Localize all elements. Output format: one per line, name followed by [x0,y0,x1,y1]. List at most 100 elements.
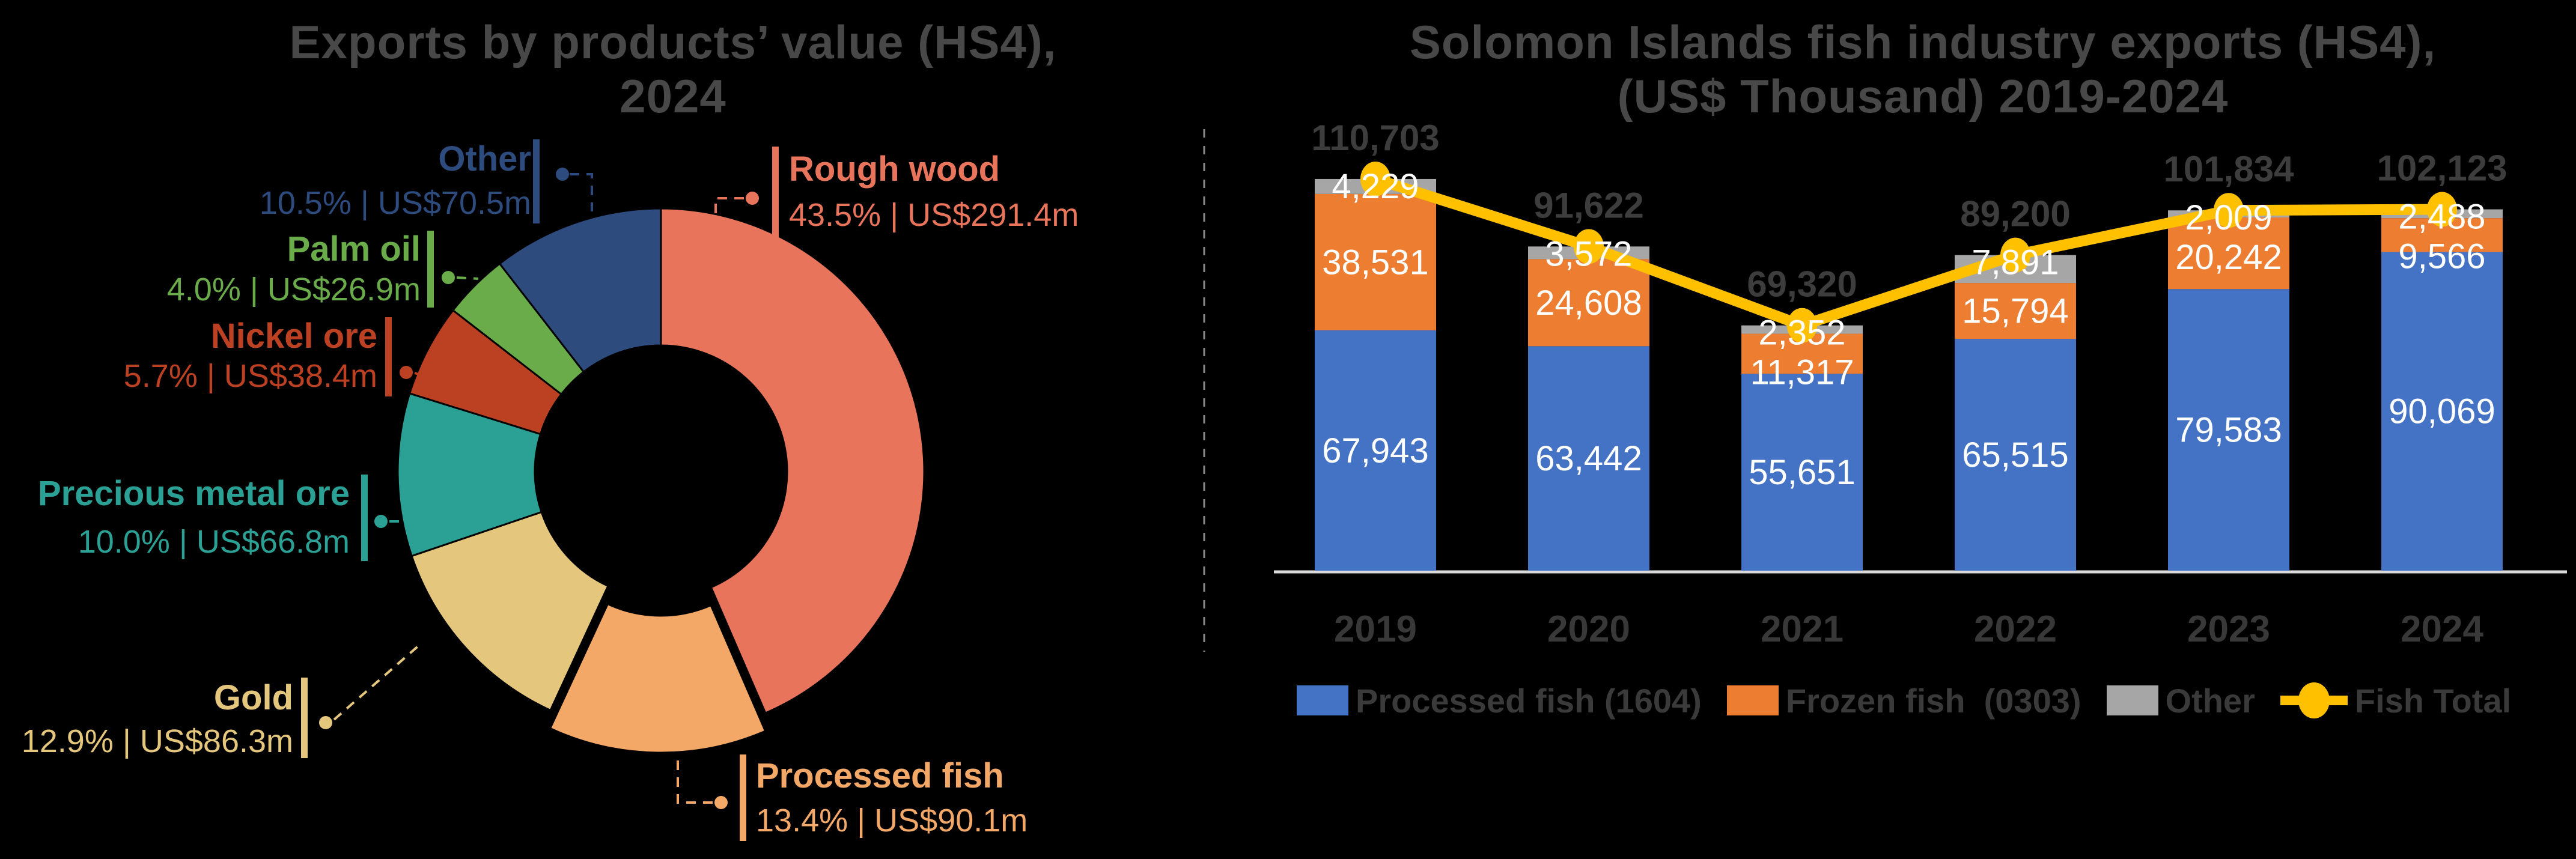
segment-label-processed-fish-2021: 55,651 [1749,453,1855,492]
donut-slice-processed-fish [549,603,767,754]
bar-segment-processed-fish-2022 [1955,339,2076,571]
donut-label-value: 13.4% | US$90.1m [756,803,1028,839]
donut-leader-dot-rough-wood [746,192,759,205]
segment-label-frozen-fish-2022: 15,794 [1962,292,2068,331]
bar-segment-frozen-fish-2020 [1528,259,1649,347]
donut-label-other: Other 10.5% | US$70.5m [260,138,531,225]
left-chart-title: Exports by products’ value (HS4), 2024 [132,15,1214,123]
donut-slice-gold [410,511,609,712]
bar-segment-processed-fish-2024 [2381,252,2503,571]
donut-leader-line-nickel-ore [414,372,425,377]
donut-slice-other [498,207,662,374]
donut-label-nickel-ore: Nickel ore 5.7% | US$38.4m [124,315,377,398]
fish-total-marker-2020 [1574,229,1604,264]
bar-total-label-2024: 102,123 [2377,148,2507,188]
donut-label-accent-bar-gold [301,678,308,758]
donut-label-accent-bar-palm-oil [427,231,434,308]
donut-label-value: 12.9% | US$86.3m [21,723,293,759]
right-chart-title: Solomon Islands fish industry exports (H… [1382,15,2464,123]
donut-label-name: Precious metal ore [38,474,350,513]
fish-total-marker-2024 [2427,192,2457,227]
donut-label-rough-wood: Rough wood 43.5% | US$291.4m [789,148,1079,237]
legend-item-other: Other [2106,681,2255,720]
left-chart-title-line2: 2024 [620,70,726,123]
segment-label-other-2024: 2,488 [2398,197,2485,236]
bar-total-label-2023: 101,834 [2164,149,2295,189]
bar-segment-frozen-fish-2019 [1315,193,1436,330]
donut-label-value: 10.0% | US$66.8m [78,524,350,560]
bar-total-label-2021: 69,320 [1747,264,1857,305]
donut-leader-line-gold [333,643,422,721]
donut-leader-dot-nickel-ore [400,366,413,379]
donut-label-name: Gold [213,678,293,717]
donut-leader-dot-precious-metal-ore [374,515,388,528]
donut-label-value: 43.5% | US$291.4m [789,197,1079,233]
bar-segment-frozen-fish-2022 [1955,283,2076,339]
legend-item-processed-fish: Processed fish (1604) [1297,681,1702,720]
donut-label-gold: Gold 12.9% | US$86.3m [22,676,293,763]
donut-label-name: Other [438,139,531,178]
donut-label-name: Palm oil [287,229,421,269]
legend-label-processed-fish: Processed fish (1604) [1356,681,1702,720]
year-label-2023: 2023 [2187,609,2270,650]
bar-total-label-2019: 110,703 [1311,118,1440,158]
fish-total-marker-2023 [2214,193,2244,228]
bar-segment-processed-fish-2019 [1315,330,1436,571]
donut-slice-rough-wood [660,207,925,714]
year-label-2019: 2019 [1334,609,1417,650]
left-chart-title-line1: Exports by products’ value (HS4), [289,16,1057,68]
legend-item-fish-total: Fish Total [2280,681,2511,720]
right-chart-title-line2: (US$ Thousand) 2019-2024 [1617,70,2229,123]
donut-label-accent-bar-processed-fish [740,754,746,841]
donut-leader-line-palm-oil [456,276,479,280]
bar-total-label-2022: 89,200 [1960,194,2071,234]
donut-leader-dot-other [556,168,569,181]
donut-label-accent-bar-precious-metal-ore [361,475,368,561]
legend-label-other: Other [2165,681,2255,720]
segment-label-processed-fish-2022: 65,515 [1962,436,2068,475]
donut-label-precious-metal-ore: Precious metal ore 10.0% | US$66.8m [38,472,350,563]
donut-label-name: Rough wood [789,150,1000,189]
donut-leader-line-other [570,173,593,211]
donut-label-accent-bar-nickel-ore [385,317,392,396]
donut-label-accent-bar-other [533,139,540,223]
legend-fish-total-marker-icon [2280,681,2348,720]
donut-label-name: Processed fish [756,756,1004,795]
segment-label-other-2023: 2,009 [2185,198,2272,237]
bar-segment-frozen-fish-2023 [2168,217,2289,290]
segment-label-other-2021: 2,352 [1758,314,1845,353]
donut-label-name: Nickel ore [210,317,377,356]
legend-swatch-other-icon [2106,685,2158,715]
segment-label-frozen-fish-2023: 20,242 [2175,238,2282,277]
legend-swatch-processed-fish-icon [1297,685,1348,715]
year-label-2020: 2020 [1547,609,1630,650]
legend-label-frozen-fish: Frozen fish (0303) [1785,681,2081,720]
bar-segment-processed-fish-2020 [1528,346,1649,571]
segment-label-frozen-fish-2021: 11,317 [1750,353,1854,392]
segment-label-frozen-fish-2019: 38,531 [1322,243,1428,282]
legend-label-fish-total: Fish Total [2354,681,2512,720]
segment-label-processed-fish-2023: 79,583 [2175,411,2282,450]
donut-leader-line-processed-fish [677,760,713,804]
year-label-2022: 2022 [1974,609,2057,650]
fish-total-marker-2019 [1360,161,1390,196]
donut-label-value: 10.5% | US$70.5m [259,185,531,221]
segment-label-other-2019: 4,229 [1332,167,1419,206]
donut-label-accent-bar-rough-wood [772,147,779,260]
segment-label-processed-fish-2019: 67,943 [1322,431,1428,470]
legend-swatch-frozen-fish-icon [1726,685,1779,715]
donut-leader-dot-processed-fish [714,796,728,809]
donut-leader-line-rough-wood [714,197,744,234]
donut-leader-dot-gold [319,716,332,729]
segment-label-processed-fish-2024: 90,069 [2389,392,2495,431]
segment-label-other-2020: 3,572 [1545,234,1632,273]
legend-item-frozen-fish: Frozen fish (0303) [1726,681,2081,720]
fish-total-marker-2021 [1787,308,1817,343]
bar-segment-processed-fish-2023 [2168,289,2289,571]
segment-label-frozen-fish-2024: 9,566 [2398,237,2485,276]
segment-label-other-2022: 7,891 [1972,243,2059,282]
year-label-2024: 2024 [2401,609,2483,650]
fish-total-line [1374,174,2443,332]
